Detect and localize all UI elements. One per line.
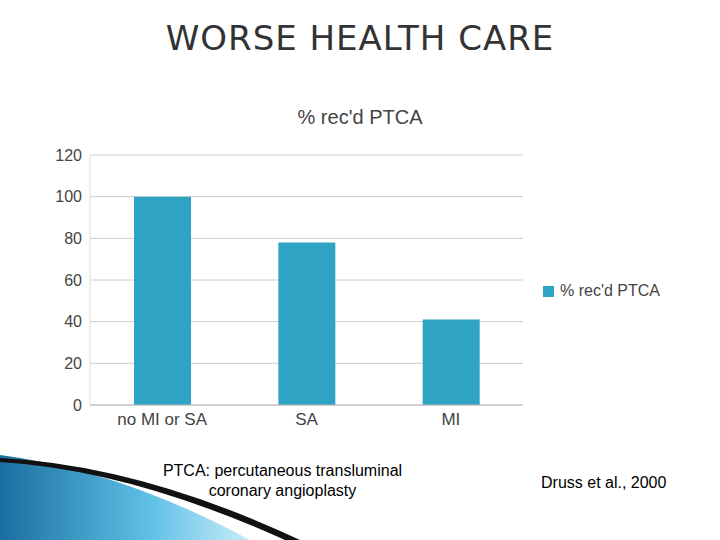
svg-text:100: 100 [55,188,82,205]
svg-text:80: 80 [64,230,82,247]
html-text:% rec'd PTCA: % rec'd PTCA [297,106,423,128]
html-text:Druss et al., 2000: Druss et al., 2000 [541,474,667,491]
html-text:% rec'd PTCA: % rec'd PTCA [560,282,660,299]
svg-text:SA: SA [295,410,318,429]
svg-text:0: 0 [73,397,82,414]
svg-text:120: 120 [55,147,82,164]
html-text:PTCA: percutaneous translumina: PTCA: percutaneous transluminal coronary… [162,462,403,499]
svg-text:MI: MI [441,410,460,429]
svg-text:40: 40 [64,313,82,330]
svg-text:20: 20 [64,355,82,372]
svg-text:no MI or SA: no MI or SA [117,410,207,429]
svg-text:60: 60 [64,272,82,289]
html-text:WORSE HEALTH CARE: WORSE HEALTH CARE [165,18,555,58]
